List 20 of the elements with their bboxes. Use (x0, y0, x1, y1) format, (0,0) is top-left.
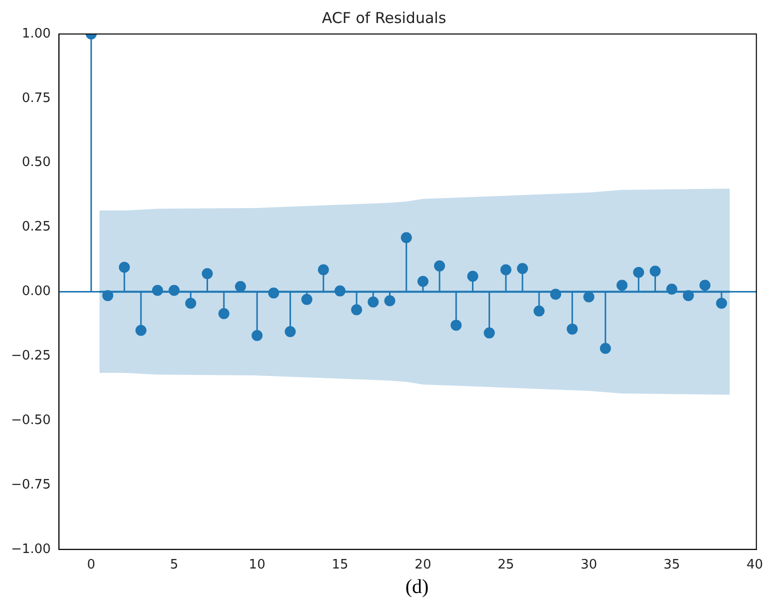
x-tick-label: 0 (87, 558, 96, 573)
y-tick-label: 0.50 (22, 155, 51, 170)
y-tick-label: −0.25 (10, 348, 51, 364)
x-tick-label: 5 (170, 558, 178, 573)
x-tick-label: 40 (746, 558, 763, 573)
x-tick-label: 25 (498, 558, 514, 573)
x-tick-label: 20 (414, 558, 432, 573)
x-tick-label: 35 (664, 558, 680, 573)
x-tick-label: 30 (580, 558, 598, 573)
x-tick-label: 15 (332, 558, 348, 573)
y-tick-label: −0.75 (10, 477, 51, 492)
y-tick-label: 0.25 (22, 220, 51, 235)
y-tick-label: −1.00 (10, 542, 51, 557)
y-tick-label: −0.50 (10, 412, 51, 428)
text: (d) (404, 576, 430, 599)
x-tick-label: 10 (248, 558, 266, 573)
y-tick-label: 1.00 (22, 26, 51, 42)
y-tick-label: 0.75 (22, 90, 51, 106)
y-tick-label: 0.00 (22, 284, 51, 300)
chart-title: ACF of Residuals (322, 8, 446, 27)
